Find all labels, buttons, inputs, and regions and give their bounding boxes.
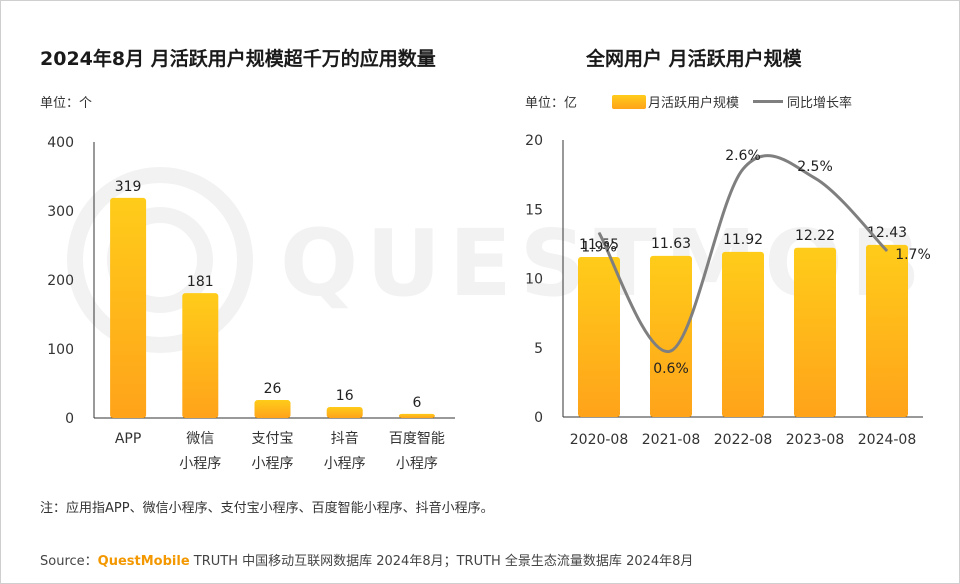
legend-bar-swatch [612,94,646,109]
growth-rate-label: 1.7% [895,247,931,263]
x-category-label: APP [115,431,141,447]
x-category-label: 小程序 [179,456,221,470]
x-category-label: 百度智能 [389,431,445,447]
right-chart-title: 全网用户 月活跃用户规模 [586,48,802,70]
x-category-label: 2020-08 [570,432,629,448]
x-category-label: 2023-08 [786,432,845,448]
growth-rate-point [814,177,816,179]
bar [326,406,363,418]
growth-rate-label: 1.9% [581,240,617,256]
x-category-label: 小程序 [396,456,438,470]
growth-rate-label: 2.6% [725,148,761,164]
x-category-label: 小程序 [324,456,366,470]
x-category-label: 抖音 [331,430,359,447]
y-tick-label: 10 [525,272,543,288]
right-unit-label: 单位：亿 [525,96,578,111]
growth-rate-label: 0.6% [653,361,689,377]
bar [794,247,836,417]
left-unit-label: 单位：个 [40,96,93,111]
growth-rate-point [742,168,744,170]
bar-value-label: 12.22 [795,228,835,244]
y-tick-label: 20 [525,133,543,149]
bar [650,255,692,417]
source-text: TRUTH 中国移动互联网数据库 2024年8月；TRUTH 全景生态流量数据库… [189,554,694,569]
legend-line-label: 同比增长率 [787,96,853,111]
growth-rate-point [598,232,600,234]
bar [578,257,620,417]
y-tick-label: 200 [47,273,74,289]
bar [722,251,764,417]
bar-value-label: 6 [412,395,421,411]
right-combo-chart: 0 5 10 15 20 11.55 2020-08 11.63 2021-08 11.92 202… [525,133,931,448]
y-tick-label: 400 [47,135,74,151]
footnote: 注：应用指APP、微信小程序、支付宝小程序、百度智能小程序、抖音小程序。 [40,501,494,516]
x-category-label: 微信 [186,431,214,447]
bar [866,244,908,417]
growth-rate-line [597,154,889,353]
legend-line-swatch [753,100,784,103]
x-category-label: 2022-08 [714,432,773,448]
x-category-label: 2021-08 [642,432,701,448]
growth-rate-point [886,250,888,252]
bar-value-label: 16 [336,388,354,404]
y-tick-label: 100 [47,342,74,358]
bar-value-label: 11.92 [723,232,763,248]
legend: 月活跃用户规模 同比增长率 [612,92,852,111]
y-tick-label: 15 [525,202,543,218]
left-bar-chart: 0 100 200 300 400 319 APP 181 微信小程序 26 支付宝小程序 16 抖音小… [47,135,455,470]
bar-value-label: 12.43 [867,225,907,241]
bar-value-label: 11.63 [651,236,691,252]
growth-rate-label: 2.5% [797,159,833,175]
bar-value-label: 11.55 [579,237,619,253]
bar [398,413,435,418]
bar-value-label: 26 [264,381,282,397]
bar-value-label: 181 [187,274,214,290]
source-line: Source：QuestMobile TRUTH 中国移动互联网数据库 2024… [40,550,693,569]
x-category-label: 支付宝 [252,431,294,447]
source-label: Source： [40,554,98,569]
bar-value-label: 319 [115,179,142,195]
growth-rate-point [670,350,672,352]
legend-bar-label: 月活跃用户规模 [648,96,740,111]
bar [254,400,291,418]
x-category-label: 小程序 [252,456,294,470]
y-tick-label: 300 [47,204,74,220]
bar [182,293,219,418]
left-chart-title: 2024年8月 月活跃用户规模超千万的应用数量 [40,48,436,70]
source-brand: QuestMobile [97,554,190,569]
y-tick-label: 0 [65,411,74,427]
bar [110,197,147,418]
x-category-label: 2024-08 [858,432,917,448]
y-tick-label: 0 [534,410,543,426]
y-tick-label: 5 [534,341,543,357]
